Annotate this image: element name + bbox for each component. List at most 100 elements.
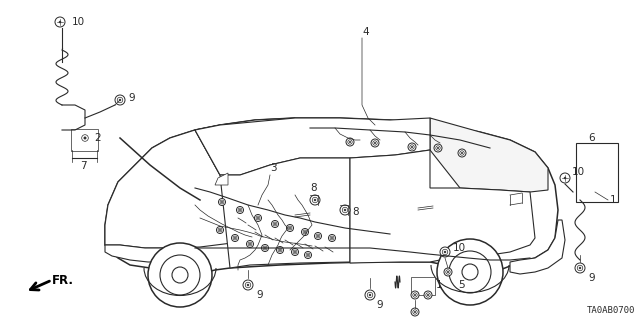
Circle shape bbox=[84, 137, 86, 139]
Text: 7: 7 bbox=[80, 161, 86, 171]
Circle shape bbox=[276, 247, 284, 254]
FancyBboxPatch shape bbox=[576, 143, 618, 202]
Circle shape bbox=[411, 291, 419, 299]
Circle shape bbox=[305, 251, 312, 258]
Circle shape bbox=[328, 234, 335, 241]
Circle shape bbox=[412, 146, 413, 148]
Circle shape bbox=[255, 214, 262, 221]
Text: 10: 10 bbox=[72, 17, 85, 27]
Circle shape bbox=[371, 139, 379, 147]
Circle shape bbox=[243, 280, 253, 290]
Polygon shape bbox=[105, 245, 165, 262]
Circle shape bbox=[365, 290, 375, 300]
Circle shape bbox=[434, 144, 442, 152]
Text: 6: 6 bbox=[588, 133, 595, 143]
Circle shape bbox=[275, 223, 276, 225]
Circle shape bbox=[291, 249, 298, 256]
Text: 5: 5 bbox=[458, 280, 465, 290]
Circle shape bbox=[55, 17, 65, 27]
Circle shape bbox=[232, 234, 239, 241]
Text: 9: 9 bbox=[256, 290, 262, 300]
Text: 9: 9 bbox=[588, 273, 595, 283]
Text: 10: 10 bbox=[572, 167, 585, 177]
Circle shape bbox=[257, 217, 259, 219]
Circle shape bbox=[462, 264, 478, 280]
Text: 8: 8 bbox=[352, 207, 358, 217]
Circle shape bbox=[374, 142, 376, 144]
Circle shape bbox=[237, 206, 243, 213]
Circle shape bbox=[458, 149, 466, 157]
Circle shape bbox=[440, 247, 450, 257]
Polygon shape bbox=[430, 118, 548, 192]
Circle shape bbox=[239, 209, 241, 211]
Circle shape bbox=[314, 233, 321, 240]
Circle shape bbox=[271, 220, 278, 227]
Polygon shape bbox=[105, 130, 315, 248]
Circle shape bbox=[560, 173, 570, 183]
Circle shape bbox=[444, 251, 446, 253]
Text: 2: 2 bbox=[94, 133, 100, 143]
Circle shape bbox=[247, 284, 249, 286]
Circle shape bbox=[314, 199, 316, 201]
Circle shape bbox=[411, 308, 419, 316]
Circle shape bbox=[437, 147, 439, 149]
Circle shape bbox=[220, 229, 221, 231]
Text: TA0AB0700: TA0AB0700 bbox=[587, 306, 635, 315]
Circle shape bbox=[115, 95, 125, 105]
Text: 4: 4 bbox=[362, 27, 369, 37]
Circle shape bbox=[332, 237, 333, 239]
Text: 8: 8 bbox=[310, 183, 317, 193]
FancyBboxPatch shape bbox=[71, 129, 98, 151]
Circle shape bbox=[447, 271, 449, 273]
Circle shape bbox=[304, 231, 306, 233]
Polygon shape bbox=[195, 118, 295, 175]
Circle shape bbox=[294, 251, 296, 253]
Circle shape bbox=[369, 294, 371, 296]
Circle shape bbox=[344, 209, 346, 211]
Circle shape bbox=[262, 244, 269, 251]
Circle shape bbox=[310, 195, 320, 205]
Circle shape bbox=[301, 228, 308, 235]
Circle shape bbox=[234, 237, 236, 239]
Text: 9: 9 bbox=[128, 93, 134, 103]
Circle shape bbox=[221, 201, 223, 203]
Text: 10: 10 bbox=[453, 243, 466, 253]
Polygon shape bbox=[215, 173, 228, 185]
Text: 9: 9 bbox=[376, 300, 383, 310]
Circle shape bbox=[287, 225, 294, 232]
FancyBboxPatch shape bbox=[411, 277, 435, 295]
Circle shape bbox=[250, 243, 251, 245]
Circle shape bbox=[279, 249, 281, 251]
Circle shape bbox=[289, 227, 291, 229]
Circle shape bbox=[307, 254, 308, 256]
Circle shape bbox=[340, 205, 350, 215]
Polygon shape bbox=[220, 158, 350, 268]
Circle shape bbox=[579, 267, 581, 269]
Circle shape bbox=[414, 294, 416, 296]
Circle shape bbox=[408, 143, 416, 151]
Polygon shape bbox=[195, 118, 430, 175]
Circle shape bbox=[218, 198, 225, 205]
Circle shape bbox=[414, 311, 416, 313]
Circle shape bbox=[79, 132, 91, 144]
Circle shape bbox=[246, 241, 253, 248]
Circle shape bbox=[424, 291, 432, 299]
Circle shape bbox=[216, 226, 223, 234]
Text: 3: 3 bbox=[270, 163, 276, 173]
Circle shape bbox=[444, 268, 452, 276]
Text: 1: 1 bbox=[436, 280, 443, 290]
Circle shape bbox=[119, 99, 121, 101]
Circle shape bbox=[148, 243, 212, 307]
Polygon shape bbox=[510, 220, 565, 274]
Circle shape bbox=[349, 141, 351, 143]
Text: 1: 1 bbox=[610, 195, 616, 205]
Circle shape bbox=[564, 177, 566, 179]
Circle shape bbox=[428, 294, 429, 296]
Text: FR.: FR. bbox=[52, 275, 74, 287]
Polygon shape bbox=[105, 118, 558, 275]
Circle shape bbox=[346, 138, 354, 146]
Circle shape bbox=[264, 247, 266, 249]
Circle shape bbox=[59, 21, 61, 23]
Circle shape bbox=[317, 235, 319, 237]
Circle shape bbox=[575, 263, 585, 273]
